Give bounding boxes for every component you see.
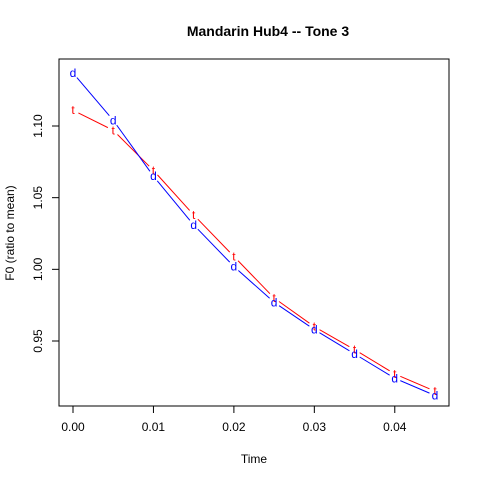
point-marker-t: t (232, 249, 236, 263)
point-marker-t: t (112, 123, 116, 137)
point-marker-t: t (71, 103, 75, 117)
point-marker-t: t (353, 343, 357, 357)
y-tick-label: 1.05 (31, 186, 45, 210)
x-tick-label: 0.00 (61, 420, 85, 434)
point-marker-t: t (433, 384, 437, 398)
plot-frame (58, 58, 450, 407)
point-marker-t: t (313, 320, 317, 334)
x-axis: 0.00 0.01 0.02 0.03 0.04 (61, 405, 407, 434)
y-axis: 0.95 1.00 1.05 1.10 (31, 114, 60, 353)
point-marker-t: t (152, 163, 156, 177)
chart-title: Mandarin Hub4 -- Tone 3 (187, 23, 350, 39)
x-tick-label: 0.03 (303, 420, 327, 434)
point-marker-d: d (391, 371, 398, 385)
x-axis-label: Time (241, 452, 268, 466)
y-tick-label: 0.95 (31, 329, 45, 353)
series-t-segment (359, 352, 390, 372)
point-marker-d: d (432, 388, 439, 402)
series-d-segment (238, 270, 270, 299)
point-marker-d: d (271, 295, 278, 309)
series-t-segment (400, 375, 430, 390)
series-d-segment (400, 380, 430, 394)
series-t-segment (237, 260, 271, 295)
series-d-segment (156, 180, 191, 221)
point-marker-d: d (70, 66, 77, 80)
point-marker-t: t (192, 208, 196, 222)
point-marker-d: d (231, 259, 238, 273)
series-t-segment (197, 218, 231, 253)
series-d-segment (76, 77, 110, 117)
y-axis-label: F0 (ratio to mean) (3, 185, 17, 280)
x-tick-label: 0.04 (383, 420, 407, 434)
point-marker-t: t (272, 291, 276, 305)
point-marker-d: d (351, 347, 358, 361)
series-d: d d d d d d d d d d (70, 66, 439, 403)
series-d-segment (116, 124, 151, 172)
series-t-segment (157, 174, 191, 211)
series-t: t t t t t t t t t t (71, 103, 437, 398)
series-d-segment (278, 305, 310, 327)
point-marker-d: d (311, 323, 318, 337)
series-d-segment (359, 356, 390, 376)
series-t-segment (319, 329, 350, 348)
series-t-segment (278, 301, 310, 324)
y-tick-label: 1.00 (31, 257, 45, 281)
y-tick-label: 1.10 (31, 114, 45, 138)
series-t-segment (117, 134, 150, 167)
point-marker-d: d (190, 218, 197, 232)
point-marker-t: t (393, 367, 397, 381)
point-marker-d: d (110, 113, 117, 127)
x-tick-label: 0.02 (222, 420, 246, 434)
x-tick-label: 0.01 (142, 420, 166, 434)
series-t-segment (78, 112, 109, 129)
point-marker-d: d (150, 169, 157, 183)
series-d-segment (197, 228, 231, 263)
series-d-segment (319, 332, 350, 352)
